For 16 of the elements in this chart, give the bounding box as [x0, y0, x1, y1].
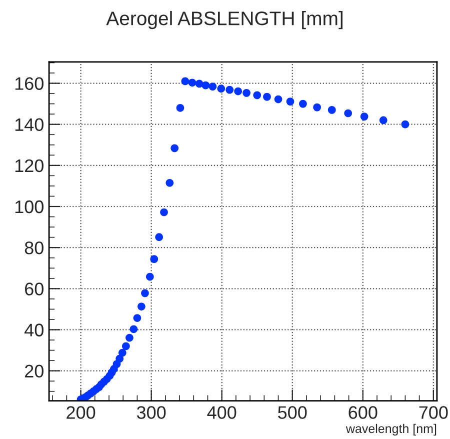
x-tick-label: 300 [136, 406, 166, 419]
y-tick-label: 140 [15, 118, 44, 132]
x-tick-label: 400 [207, 406, 236, 419]
y-tick-label: 120 [15, 159, 44, 172]
y-tick-label: 160 [15, 77, 44, 90]
y-tick-label: 40 [24, 324, 44, 336]
x-tick-label: 700 [419, 406, 448, 419]
y-tick-label: 60 [25, 282, 44, 296]
x-tick-label: 500 [278, 406, 307, 419]
y-tick-label: 20 [25, 364, 44, 378]
x-tick-label: 600 [348, 406, 378, 419]
x-tick-label: 200 [66, 406, 96, 419]
chart-title: Aerogel ABSLENGTH [mm] [106, 10, 342, 30]
y-tick-label: 80 [24, 242, 44, 254]
x-axis-title: wavelength [nm] [346, 424, 436, 436]
y-tick-label: 100 [15, 200, 44, 214]
